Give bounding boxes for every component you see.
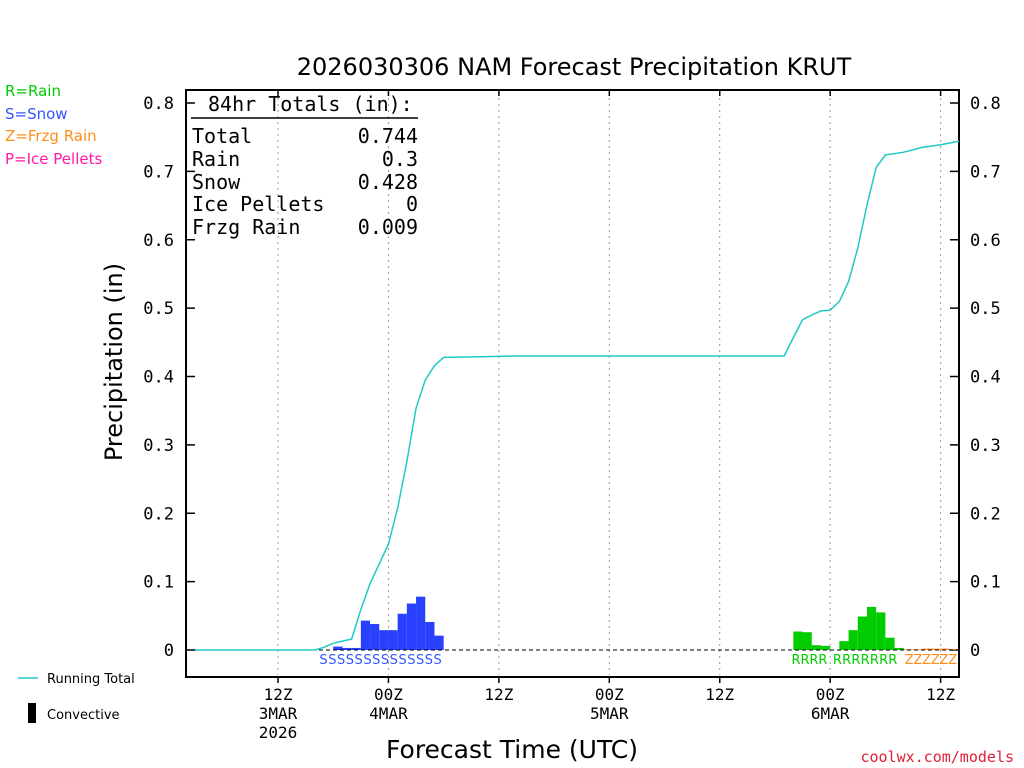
y-tick-label-left: 0.2 — [143, 504, 174, 524]
snow-bar — [370, 624, 380, 650]
y-tick-label-right: 0.4 — [970, 368, 1001, 388]
totals-value-total: 0.744 — [358, 124, 418, 148]
snow-bar — [342, 647, 352, 650]
totals-label-frzg-rain: Frzg Rain — [192, 215, 300, 239]
totals-heading: 84hr Totals (in): — [208, 92, 413, 116]
y-tick-label-left: 0.4 — [143, 368, 174, 388]
snow-bar — [379, 630, 389, 650]
frzg-rain-bar — [949, 649, 959, 651]
y-tick-label-right: 0.6 — [970, 231, 1001, 251]
x-tick-label: 00Z — [816, 685, 845, 704]
x-axis-title: Forecast Time (UTC) — [386, 735, 638, 764]
gridlines — [277, 92, 942, 675]
totals-label-total: Total — [192, 124, 252, 148]
y-tick-label-right: 0.1 — [970, 573, 1001, 593]
precip-bars — [333, 596, 959, 651]
x-tick-date: 3MAR — [259, 704, 298, 723]
legend-snow: S=Snow — [5, 105, 68, 123]
plot-frame — [185, 89, 960, 678]
y-axis-title: Precipitation (in) — [100, 263, 128, 461]
snow-bar — [397, 613, 407, 650]
y-tick-label-right: 0.3 — [970, 436, 1001, 456]
rain-marker: RRRR — [792, 653, 828, 668]
rain-bar — [894, 647, 904, 650]
snow-bar — [351, 647, 361, 650]
snow-marker: SSSSSSSSSSSSSS — [319, 653, 441, 668]
snow-bar — [333, 646, 343, 650]
chart-title: 2026030306 NAM Forecast Precipitation KR… — [297, 53, 852, 81]
x-tick-date: 5MAR — [590, 704, 629, 723]
y-tick-label-right: 0.7 — [970, 162, 1001, 182]
totals-value-rain: 0.3 — [382, 147, 418, 171]
running-total-polyline — [195, 140, 960, 651]
y-tick-label-left: 0.5 — [143, 299, 174, 319]
convective-legend-swatch — [28, 703, 36, 723]
x-tick-year: 2026 — [259, 723, 298, 742]
rain-bar — [802, 632, 812, 650]
y-tick-label-left: 0.7 — [143, 162, 174, 182]
type-markers: SSSSSSSSSSSSSS RRRR RRRRRRR ZZZZZZ — [319, 653, 957, 668]
snow-bar — [416, 596, 426, 650]
frzg-rain-bar — [931, 648, 941, 650]
legend-frzg-rain: Z=Frzg Rain — [5, 127, 97, 145]
y-tick-label-right: 0.2 — [970, 504, 1001, 524]
rain-bar — [876, 612, 886, 650]
rain-bar — [866, 606, 877, 650]
y-tick-label-left: 0.6 — [143, 231, 174, 251]
frzg-rain-marker: ZZZZZZ — [905, 653, 958, 668]
snow-bar — [425, 621, 435, 650]
y-tick-label-left: 0.1 — [143, 573, 174, 593]
rain-marker: RRRRRRR — [833, 653, 897, 668]
type-legend: R=Rain S=Snow Z=Frzg Rain P=Ice Pellets — [5, 82, 102, 168]
rain-bar — [820, 645, 831, 650]
snow-bar — [360, 620, 371, 650]
y-tick-label-right: 0 — [970, 641, 980, 661]
totals-value-frzg-rain: 0.009 — [358, 215, 418, 239]
totals-label-rain: Rain — [192, 147, 240, 171]
y-tick-label-left: 0.8 — [143, 94, 174, 114]
snow-bar — [434, 635, 444, 650]
running-total-line — [195, 140, 960, 651]
y-tick-label-left: 0.3 — [143, 436, 174, 456]
rain-bar — [857, 616, 867, 650]
x-tick-label: 12Z — [484, 685, 513, 704]
y-tick-label-right: 0.5 — [970, 299, 1001, 319]
y-tick-label-left: 0 — [164, 641, 174, 661]
snow-bar — [388, 630, 398, 650]
credit-text: coolwx.com/models — [860, 748, 1014, 766]
bottom-legend: Running Total Convective — [18, 672, 135, 723]
legend-rain: R=Rain — [5, 82, 61, 100]
x-tick-label: 12Z — [926, 685, 955, 704]
totals-value-snow: 0.428 — [358, 170, 418, 194]
running-total-legend-label: Running Total — [47, 672, 135, 687]
x-tick-label: 00Z — [374, 685, 403, 704]
totals-box: 84hr Totals (in): Total 0.744 Rain 0.3 S… — [191, 92, 418, 239]
x-tick-date: 4MAR — [369, 704, 408, 723]
rain-bar — [793, 631, 803, 650]
legend-ice-pellets: P=Ice Pellets — [5, 150, 102, 168]
y-tick-label-right: 0.8 — [970, 94, 1001, 114]
totals-label-snow: Snow — [192, 170, 241, 194]
y-axis: 0 0 0.1 0.1 0.2 0.2 0.3 0.3 0.4 0.4 0.5 0.5 0.6 0.6 0.… — [143, 94, 1000, 661]
rain-bar — [811, 645, 821, 650]
rain-bar — [848, 630, 858, 650]
frzg-rain-bar — [940, 648, 950, 650]
snow-bar — [406, 603, 417, 650]
frzg-rain-bar — [922, 648, 932, 650]
rain-bar — [885, 637, 895, 650]
x-tick-label: 12Z — [264, 685, 293, 704]
totals-label-ice-pellets: Ice Pellets — [192, 192, 324, 216]
x-tick-date: 6MAR — [811, 704, 850, 723]
totals-value-ice-pellets: 0 — [406, 192, 418, 216]
convective-legend-label: Convective — [47, 708, 120, 723]
x-tick-label: 12Z — [705, 685, 734, 704]
x-tick-label: 00Z — [595, 685, 624, 704]
rain-bar — [839, 641, 849, 650]
